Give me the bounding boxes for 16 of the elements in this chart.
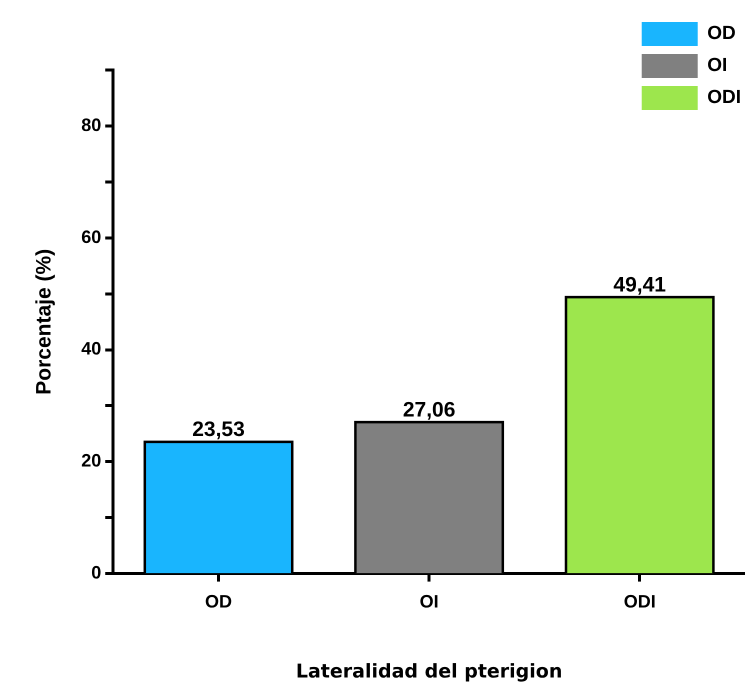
legend-label: ODI: [707, 87, 741, 108]
legend-label: OI: [707, 55, 728, 76]
x-axis-title: Lateralidad del pterigion: [296, 660, 562, 683]
y-tick-label: 40: [81, 338, 102, 359]
y-tick-label: 0: [91, 562, 102, 583]
y-tick-label: 20: [81, 450, 102, 471]
legend-label: OD: [707, 23, 736, 44]
y-tick-label: 60: [81, 226, 102, 247]
x-tick-label: OD: [205, 591, 232, 612]
y-tick-label: 80: [81, 114, 102, 135]
data-label: 23,53: [192, 418, 245, 442]
data-label: 49,41: [613, 273, 666, 296]
data-label: 27,06: [402, 398, 456, 422]
x-tick-label: ODI: [624, 591, 656, 612]
y-axis-title: Porcentaje (%): [32, 248, 56, 395]
x-tick-label: OI: [420, 591, 439, 612]
